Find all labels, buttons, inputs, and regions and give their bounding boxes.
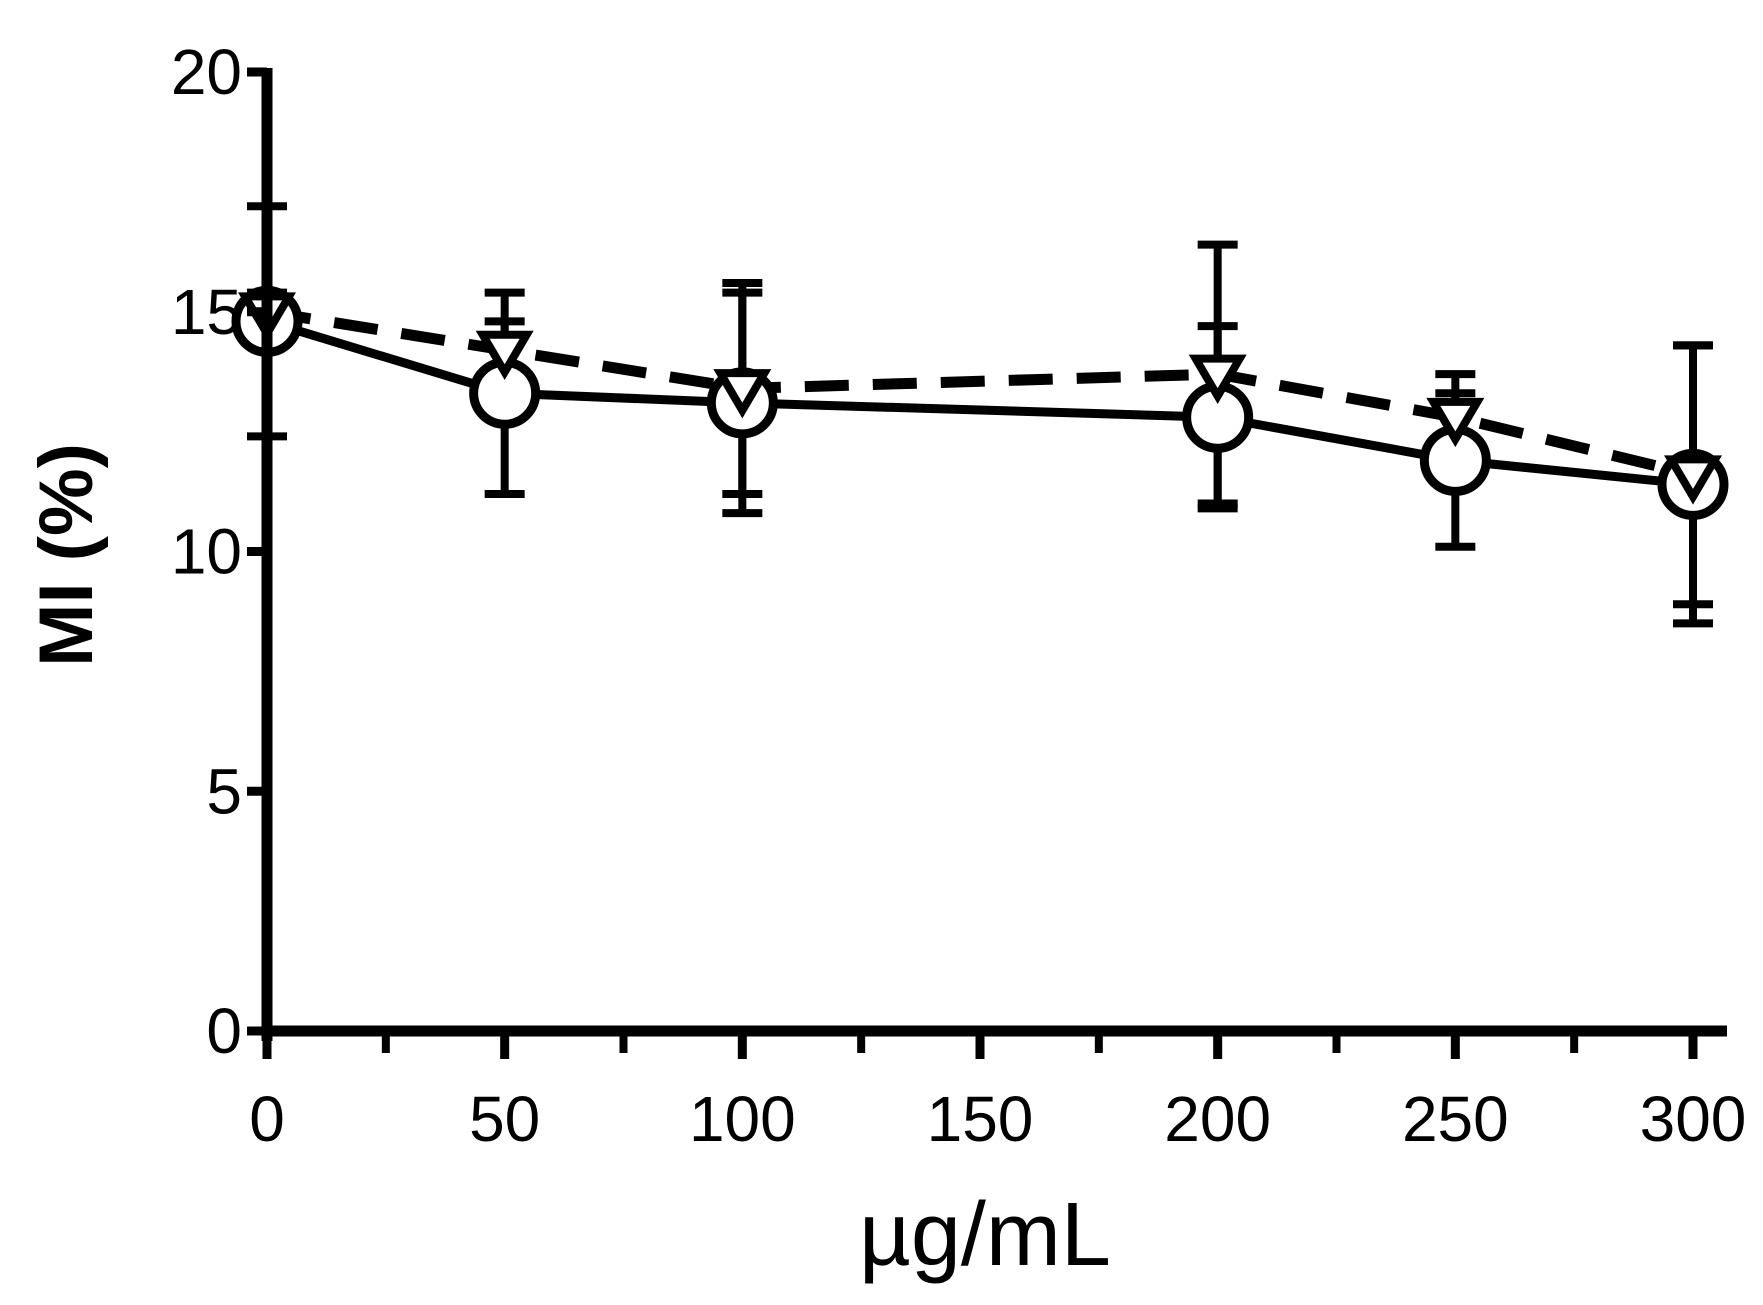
x-tick-label: 300 <box>1640 1083 1747 1155</box>
x-tick-label: 50 <box>469 1083 540 1155</box>
y-tick-label: 10 <box>171 516 242 588</box>
x-tick-label: 150 <box>927 1083 1034 1155</box>
x-tick-label: 200 <box>1164 1083 1271 1155</box>
data-point-triangle <box>1188 354 1247 404</box>
y-tick-label: 20 <box>171 36 242 108</box>
y-tick-label: 0 <box>206 995 242 1067</box>
data-point-triangle <box>1664 455 1722 505</box>
y-axis-title: MI (%) <box>24 443 109 667</box>
series-line-solid <box>265 317 1694 489</box>
x-axis-title: µg/mL <box>859 1185 1111 1285</box>
y-tick-label: 5 <box>206 755 242 827</box>
x-tick-label: 250 <box>1402 1083 1509 1155</box>
data-point-triangle <box>713 369 772 419</box>
data-point-triangle <box>475 330 534 380</box>
x-tick-label: 0 <box>249 1083 285 1155</box>
data-point-triangle <box>1426 397 1485 448</box>
series-line-dashed <box>266 306 1695 481</box>
x-tick-label: 100 <box>689 1083 796 1155</box>
plot-area <box>231 202 1729 628</box>
y-tick-label: 15 <box>171 276 242 348</box>
